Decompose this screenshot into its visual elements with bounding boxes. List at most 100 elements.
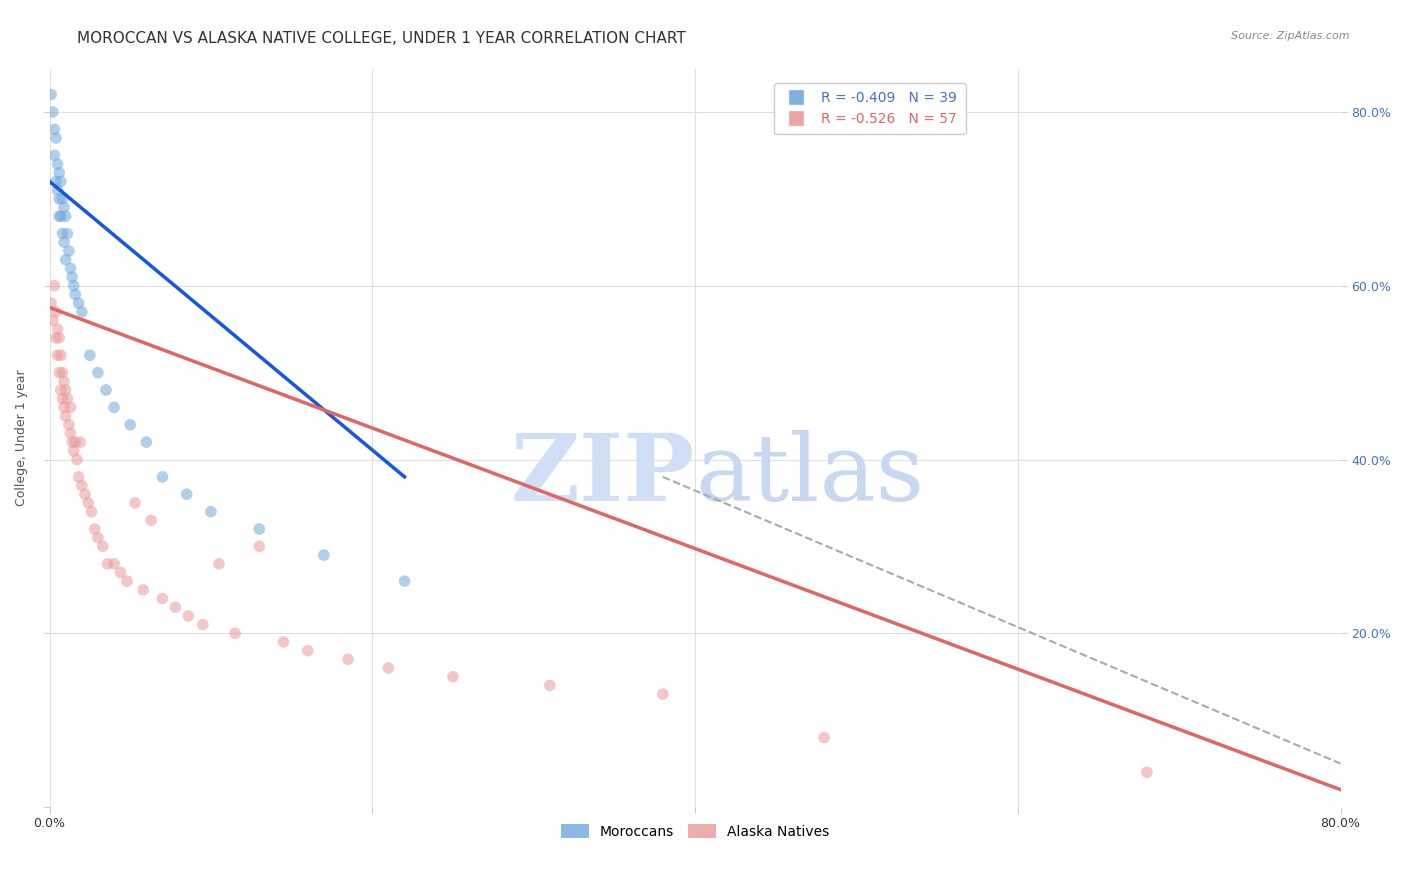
Point (49, 383, 72, 397)
Point (224, 626, 246, 640)
Point (176, 487, 198, 501)
Point (49, 174, 72, 188)
Point (208, 557, 231, 571)
Point (247, 522, 270, 536)
Text: MOROCCAN VS ALASKA NATIVE COLLEGE, UNDER 1 YEAR CORRELATION CHART: MOROCCAN VS ALASKA NATIVE COLLEGE, UNDER… (77, 31, 686, 46)
Point (337, 652, 360, 666)
Point (42, 313, 65, 327)
Legend: Moroccans, Alaska Natives: Moroccans, Alaska Natives (555, 819, 835, 845)
Point (49, 209, 72, 223)
Point (39, 296, 62, 310)
Point (103, 401, 125, 415)
Point (312, 548, 335, 562)
Point (44, 122, 66, 136)
Point (45, 174, 67, 188)
Point (441, 670, 464, 684)
Text: Source: ZipAtlas.com: Source: ZipAtlas.com (1232, 31, 1350, 41)
Point (73, 487, 96, 501)
Point (51, 392, 73, 406)
Point (53, 201, 76, 215)
Point (55, 209, 77, 223)
Point (651, 687, 673, 701)
Point (152, 591, 174, 606)
Point (49, 348, 72, 362)
Point (377, 661, 399, 675)
Point (813, 731, 835, 745)
Point (165, 600, 187, 615)
Point (39, 87, 62, 102)
Point (48, 209, 70, 223)
Point (70, 305, 93, 319)
Point (94, 383, 117, 397)
Point (120, 417, 142, 432)
Point (66, 452, 89, 467)
Point (152, 470, 174, 484)
Point (87, 366, 110, 380)
Point (48, 166, 70, 180)
Point (55, 383, 77, 397)
Point (191, 617, 214, 632)
Point (177, 608, 200, 623)
Point (59, 261, 82, 276)
Point (51, 192, 73, 206)
Point (46, 157, 69, 171)
Point (80, 505, 103, 519)
Point (200, 505, 222, 519)
Point (273, 635, 295, 649)
Point (45, 305, 67, 319)
Point (135, 435, 157, 450)
Point (48, 366, 70, 380)
Point (42, 105, 65, 120)
Point (79, 348, 101, 362)
Point (83, 522, 105, 536)
Point (110, 566, 132, 580)
Point (77, 496, 100, 510)
Point (44, 278, 66, 293)
Text: atlas: atlas (695, 430, 924, 520)
Point (53, 235, 76, 250)
Text: ZIP: ZIP (510, 430, 695, 520)
Point (297, 643, 319, 657)
Point (48, 331, 70, 345)
Point (51, 227, 73, 241)
Point (87, 531, 110, 545)
Point (56, 392, 79, 406)
Point (44, 148, 66, 162)
Point (53, 374, 76, 388)
Point (97, 557, 120, 571)
Point (51, 366, 73, 380)
Point (538, 678, 561, 692)
Point (62, 443, 84, 458)
Point (46, 183, 69, 197)
Point (65, 287, 87, 301)
Point (67, 296, 90, 310)
Point (60, 435, 83, 450)
Point (45, 331, 67, 345)
Point (103, 557, 125, 571)
Point (124, 496, 146, 510)
Point (55, 409, 77, 423)
Point (48, 192, 70, 206)
Point (132, 582, 155, 597)
Y-axis label: College, Under 1 year: College, Under 1 year (15, 369, 28, 506)
Point (56, 227, 79, 241)
Point (46, 322, 69, 336)
Point (58, 417, 80, 432)
Point (1136, 765, 1159, 780)
Point (65, 435, 87, 450)
Point (69, 435, 91, 450)
Point (60, 270, 83, 285)
Point (45, 131, 67, 145)
Point (55, 252, 77, 267)
Point (58, 244, 80, 258)
Point (141, 513, 163, 527)
Point (59, 401, 82, 415)
Point (91, 540, 114, 554)
Point (115, 574, 138, 589)
Point (247, 540, 270, 554)
Point (394, 574, 416, 589)
Point (53, 401, 76, 415)
Point (46, 348, 69, 362)
Point (59, 426, 82, 441)
Point (62, 278, 84, 293)
